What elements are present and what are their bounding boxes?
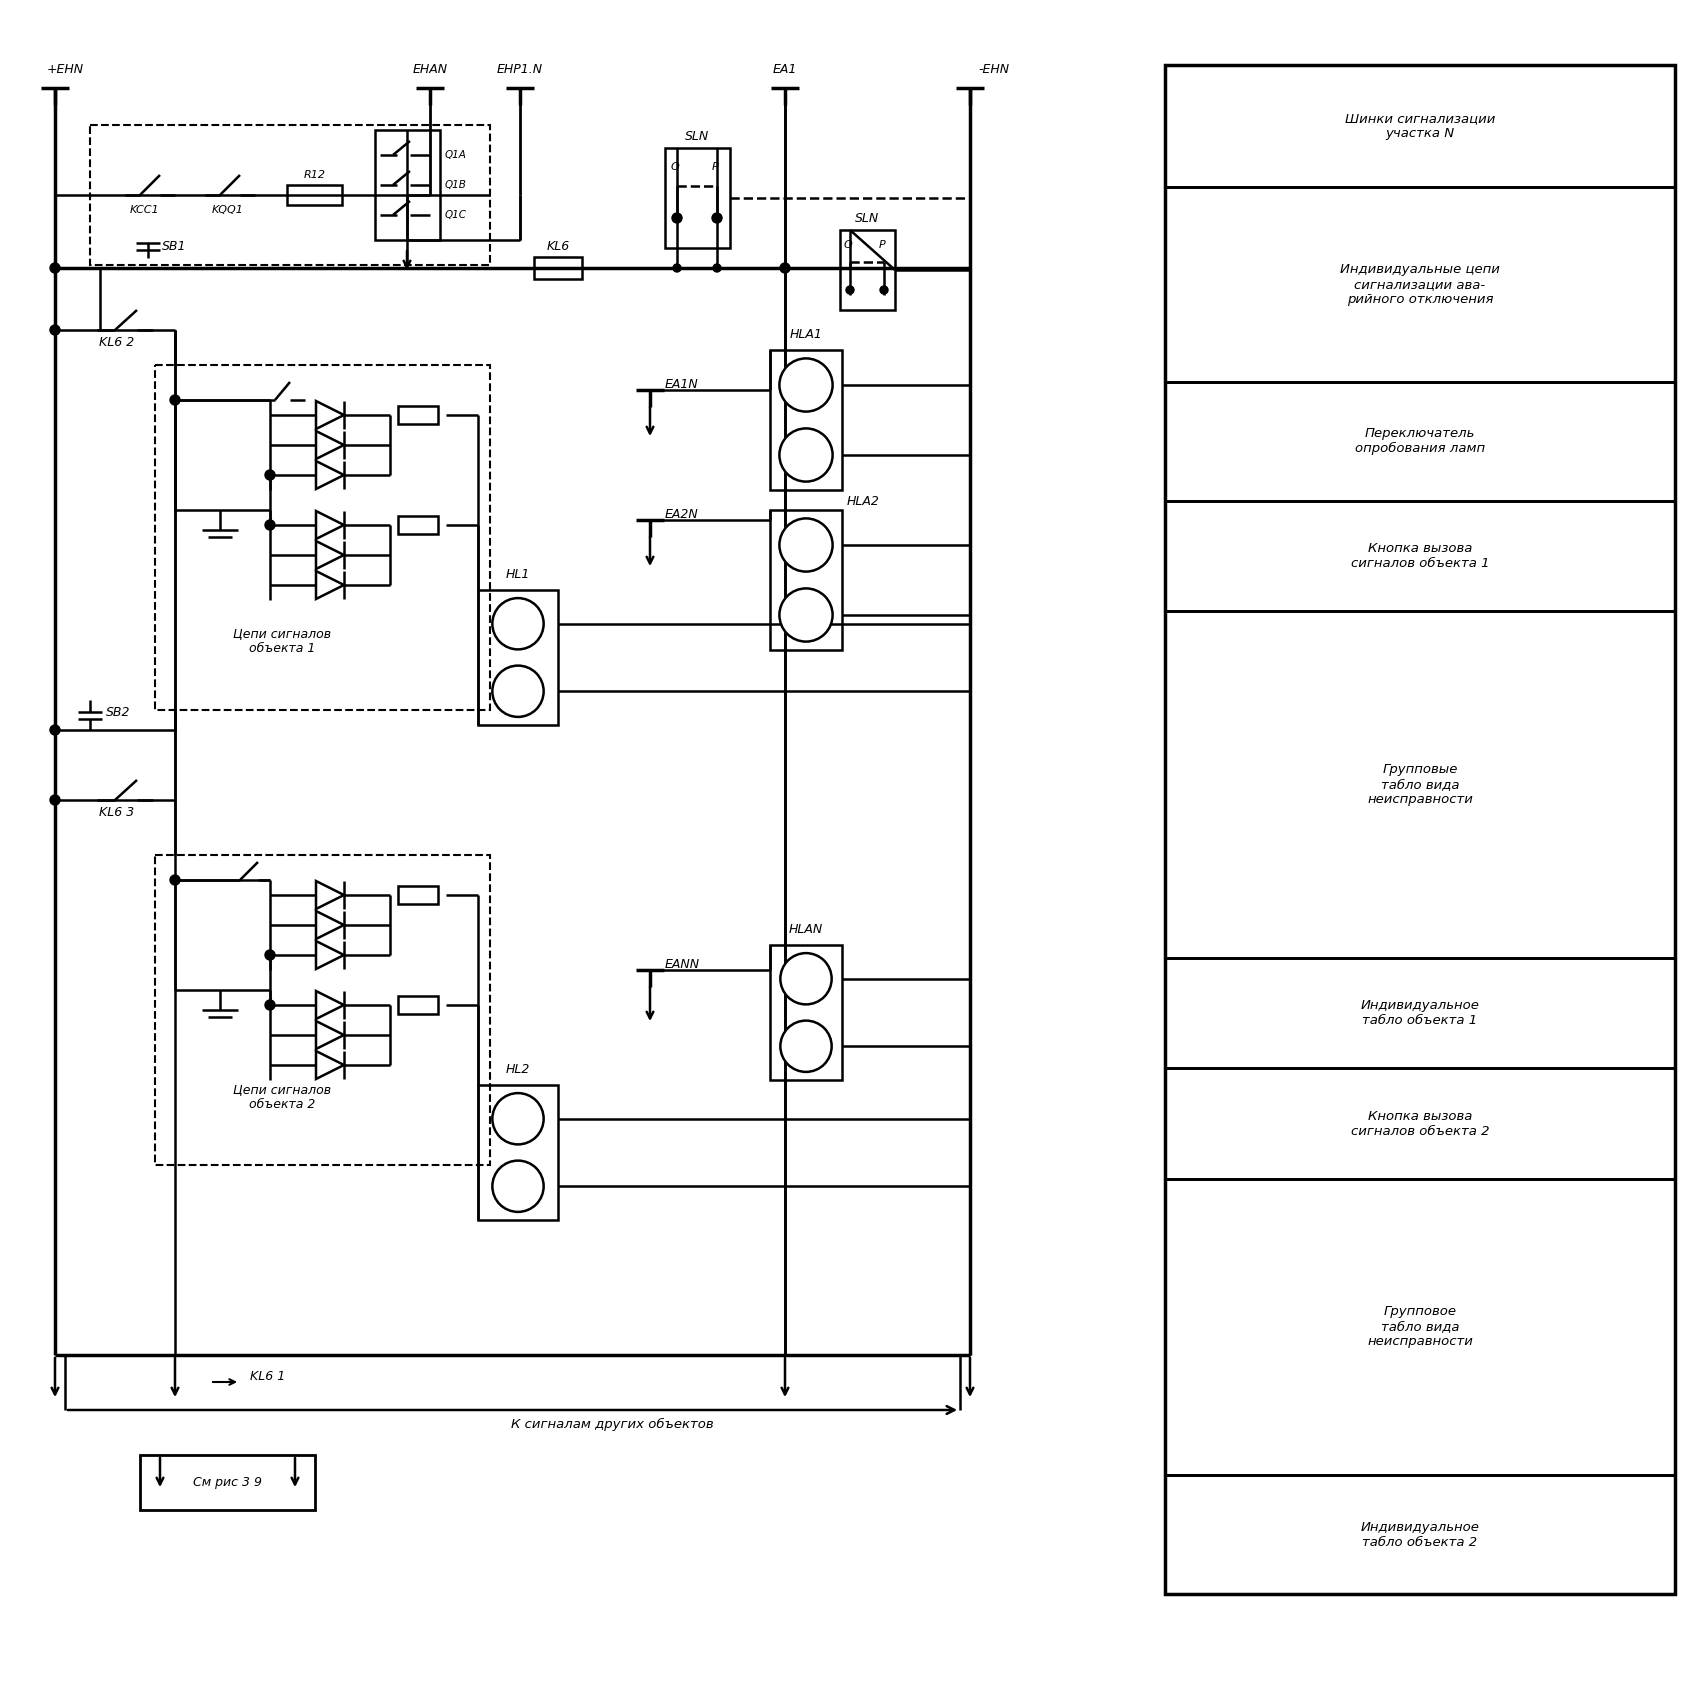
Text: Кнопка вызова
сигналов объекта 2: Кнопка вызова сигналов объекта 2 [1351, 1110, 1490, 1137]
Circle shape [51, 325, 61, 336]
Text: HLA2: HLA2 [846, 495, 880, 508]
Text: HL2: HL2 [505, 1063, 530, 1076]
Text: Цепи сигналов
объекта 1: Цепи сигналов объекта 1 [233, 627, 331, 654]
Bar [478, 1085, 557, 1220]
Text: EA2N: EA2N [665, 508, 699, 522]
Circle shape [779, 519, 833, 571]
Bar [1165, 1475, 1675, 1593]
Bar [1165, 186, 1675, 381]
Text: -EHN: -EHN [978, 63, 1008, 76]
Bar [399, 407, 437, 424]
Circle shape [51, 725, 61, 736]
Bar [287, 185, 343, 205]
Bar [770, 510, 843, 649]
Bar [770, 946, 843, 1080]
Text: См рис 3 9: См рис 3 9 [193, 1476, 262, 1488]
Text: KL6: KL6 [546, 241, 569, 253]
Bar [399, 515, 437, 534]
Text: P: P [711, 163, 718, 171]
Text: R12: R12 [304, 170, 326, 180]
Circle shape [51, 795, 61, 805]
Text: Групповые
табло вида
неисправности: Групповые табло вида неисправности [1366, 763, 1473, 807]
Bar [155, 854, 490, 1164]
Bar [90, 125, 490, 264]
Text: EHAN: EHAN [412, 63, 448, 76]
Circle shape [672, 214, 682, 224]
Circle shape [780, 953, 831, 1005]
Circle shape [171, 875, 181, 885]
Text: KCC1: KCC1 [130, 205, 160, 215]
Bar [399, 886, 437, 903]
Circle shape [265, 1000, 275, 1010]
Circle shape [713, 214, 721, 224]
Circle shape [493, 1161, 544, 1212]
Text: Q1C: Q1C [444, 210, 466, 220]
Text: Переключатель
опробования ламп: Переключатель опробования ламп [1355, 427, 1485, 456]
Circle shape [171, 395, 181, 405]
Text: HLAN: HLAN [789, 924, 823, 936]
Bar [375, 131, 441, 241]
Circle shape [51, 263, 61, 273]
Text: Цепи сигналов
объекта 2: Цепи сигналов объекта 2 [233, 1083, 331, 1110]
Bar [478, 590, 557, 725]
Circle shape [493, 598, 544, 649]
Bar [155, 364, 490, 710]
Text: Групповое
табло вида
неисправности: Групповое табло вида неисправности [1366, 1305, 1473, 1349]
Bar [1165, 958, 1675, 1068]
Circle shape [779, 588, 833, 642]
Bar [1165, 1068, 1675, 1178]
Text: Кнопка вызова
сигналов объекта 1: Кнопка вызова сигналов объекта 1 [1351, 542, 1490, 570]
Circle shape [780, 1020, 831, 1071]
Text: SLN: SLN [686, 131, 709, 142]
Bar [1165, 610, 1675, 958]
Circle shape [672, 264, 681, 271]
Text: К сигналам других объектов: К сигналам других объектов [512, 1419, 714, 1431]
Bar [1165, 500, 1675, 610]
Text: Индивидуальные цепи
сигнализации ава-
рийного отключения: Индивидуальные цепи сигнализации ава- ри… [1339, 263, 1500, 307]
Text: KQQ1: KQQ1 [213, 205, 243, 215]
Text: KL6 2: KL6 2 [100, 336, 135, 349]
Text: Шинки сигнализации
участка N: Шинки сигнализации участка N [1344, 112, 1495, 141]
Text: O: O [843, 241, 853, 249]
Text: SB2: SB2 [106, 705, 130, 719]
Bar [1165, 381, 1675, 500]
Circle shape [265, 949, 275, 959]
Text: O: O [671, 163, 679, 171]
Bar [399, 997, 437, 1014]
Bar [770, 349, 843, 490]
Text: EANN: EANN [665, 958, 701, 971]
Circle shape [880, 286, 888, 293]
Text: HLA1: HLA1 [789, 329, 823, 341]
Circle shape [780, 263, 790, 273]
Bar [1165, 64, 1675, 1593]
Text: Индивидуальное
табло объекта 1: Индивидуальное табло объекта 1 [1361, 1000, 1480, 1027]
Bar [534, 258, 583, 280]
Circle shape [493, 666, 544, 717]
Circle shape [713, 264, 721, 271]
Circle shape [779, 358, 833, 412]
Text: KL6 1: KL6 1 [250, 1370, 285, 1383]
Text: P: P [878, 241, 885, 249]
Bar [1165, 1178, 1675, 1475]
Text: SB1: SB1 [162, 239, 186, 253]
Text: KL6 3: KL6 3 [100, 807, 135, 819]
Text: Индивидуальное
табло объекта 2: Индивидуальное табло объекта 2 [1361, 1520, 1480, 1549]
Bar [140, 1454, 316, 1510]
Circle shape [846, 286, 855, 293]
Bar [665, 147, 730, 247]
Bar [1165, 64, 1675, 186]
Text: Q1B: Q1B [444, 180, 466, 190]
Text: Q1A: Q1A [444, 149, 466, 159]
Circle shape [265, 520, 275, 531]
Text: EHP1.N: EHP1.N [497, 63, 544, 76]
Circle shape [779, 429, 833, 481]
Text: +EHN: +EHN [47, 63, 84, 76]
Text: SLN: SLN [855, 212, 880, 225]
Text: EA1N: EA1N [665, 378, 699, 392]
Bar [839, 231, 895, 310]
Circle shape [265, 470, 275, 480]
Circle shape [493, 1093, 544, 1144]
Text: HL1: HL1 [505, 568, 530, 581]
Text: EA1: EA1 [774, 63, 797, 76]
